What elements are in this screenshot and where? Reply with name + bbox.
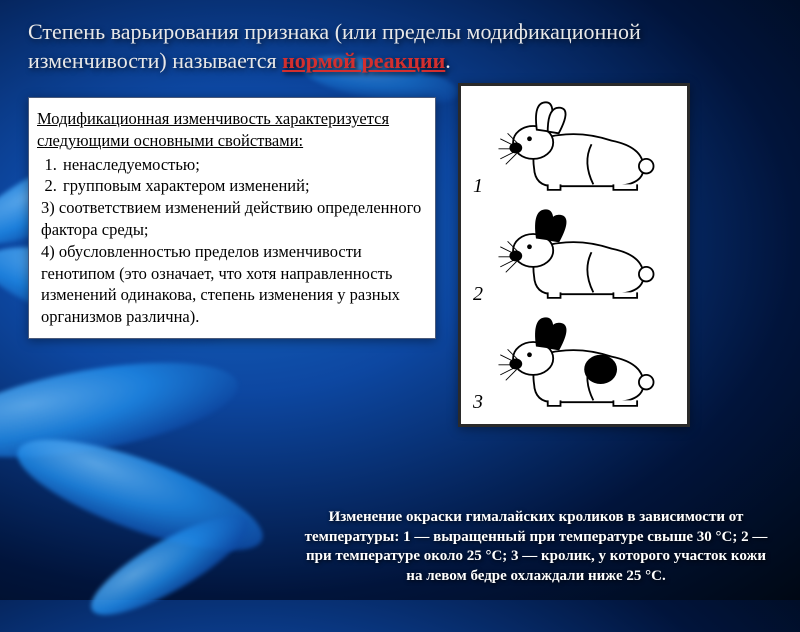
rabbit-illustration-panel: 1 2	[458, 83, 690, 427]
slide-title: Степень варьирования признака (или преде…	[28, 18, 772, 75]
rabbit-number: 3	[473, 391, 487, 414]
properties-list: ненаследуемостью; групповым характером и…	[37, 154, 423, 198]
rabbit-row: 2	[473, 204, 675, 306]
rabbit-icon	[493, 312, 675, 414]
textbox-intro: Модификационная изменчивость характеризу…	[37, 108, 423, 152]
rabbit-icon	[493, 204, 675, 306]
list-item: 4) обусловленностью пределов изменчивост…	[37, 241, 423, 328]
rabbit-row: 1	[473, 96, 675, 198]
rabbit-number: 1	[473, 175, 487, 198]
title-highlight: нормой реакции	[282, 48, 445, 73]
content-row: Модификационная изменчивость характеризу…	[28, 97, 772, 427]
rabbit-icon	[493, 96, 675, 198]
title-suffix: .	[445, 48, 451, 73]
rabbit-number: 2	[473, 283, 487, 306]
properties-textbox: Модификационная изменчивость характеризу…	[28, 97, 436, 339]
list-item: групповым характером изменений;	[61, 175, 423, 197]
list-item: 3) соответствием изменений действию опре…	[37, 197, 423, 241]
list-item: ненаследуемостью;	[61, 154, 423, 176]
figure-caption: Изменение окраски гималайских кроликов в…	[300, 508, 772, 586]
rabbit-row: 3	[473, 312, 675, 414]
slide-container: Степень варьирования признака (или преде…	[0, 0, 800, 600]
